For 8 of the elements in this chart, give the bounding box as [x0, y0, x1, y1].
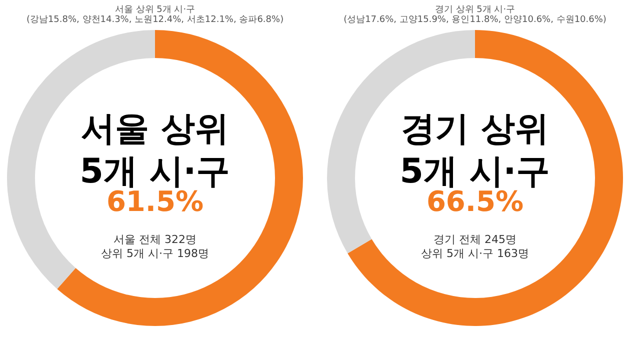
donut-slice: [57, 30, 303, 326]
chart-title: 경기 상위 5개 시·구: [434, 5, 516, 15]
text: 경기 전체 245명 상위 5개 시·구 163명: [421, 233, 529, 260]
chart-subtitle: (강남15.8%, 양천14.3%, 노원12.4%, 서초12.1%, 송파6.8%): [26, 15, 284, 25]
donut-slice: [348, 30, 623, 326]
chart-title: 서울 상위 5개 시·구: [114, 5, 196, 15]
text: 서울 전체 322명 상위 5개 시·구 198명: [101, 233, 209, 260]
chart-subtitle: (성남17.6%, 고양15.9%, 용인11.8%, 안양10.6%, 수원10.6%): [344, 15, 606, 25]
